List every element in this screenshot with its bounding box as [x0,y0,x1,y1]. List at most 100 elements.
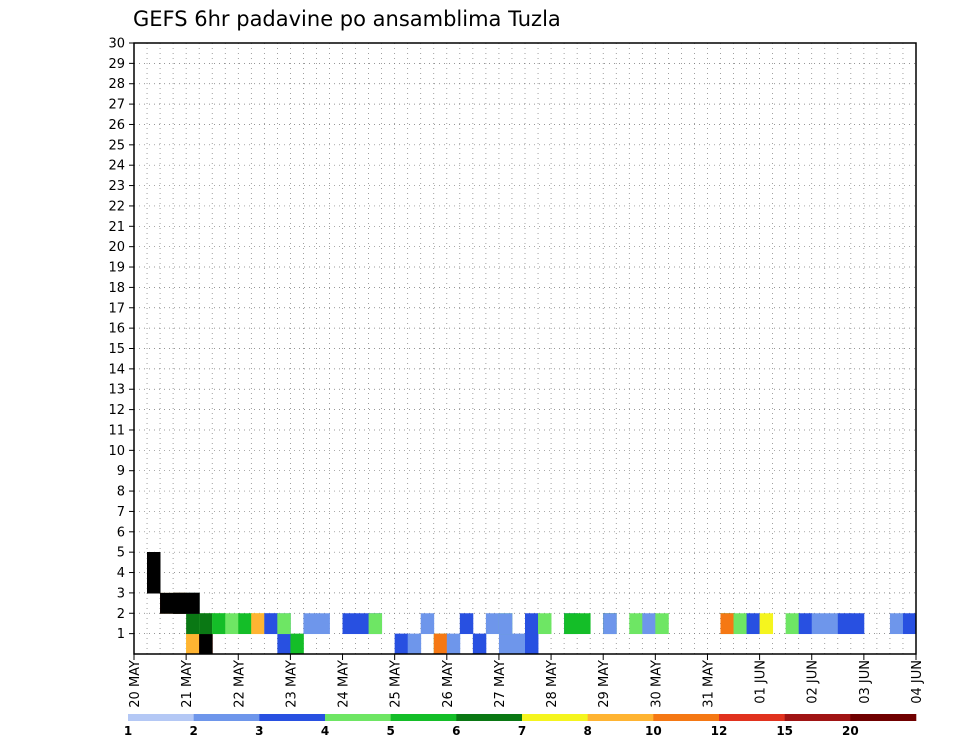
y-tick-label: 3 [117,586,125,601]
heatmap-cell [564,613,578,635]
heatmap-cell [264,613,278,635]
heatmap-cell [824,613,839,635]
heatmap-cell [186,592,200,614]
colorbar-swatch [259,714,326,721]
x-tick-label: 01 JUN [754,660,769,704]
y-tick-label: 15 [108,342,125,357]
colorbar-tick-label: 1 [124,724,132,738]
y-axis-ticks: 1234567891011121314151617181920212223242… [108,37,134,642]
y-tick-label: 4 [117,566,125,581]
heatmap-cell [186,633,200,655]
colorbar-swatch [522,714,588,721]
y-tick-label: 1 [117,627,125,642]
x-tick-label: 21 MAY [180,660,195,708]
heatmap-cell [629,613,643,635]
colorbar-tick-label: 20 [842,724,859,738]
x-tick-label: 31 MAY [701,660,716,708]
colorbar-swatch [325,714,391,721]
colorbar-tick-label: 4 [321,724,329,738]
heatmap-cell [498,633,513,655]
x-tick-label: 22 MAY [232,660,247,708]
heatmap-cell [316,613,330,635]
heatmap-cell [394,633,409,655]
y-tick-label: 23 [108,179,125,194]
y-tick-label: 29 [108,57,125,72]
y-tick-label: 9 [117,464,125,479]
colorbar-swatch [390,714,457,721]
heatmap-cell [225,613,239,635]
heatmap-cell [603,613,617,635]
x-tick-label: 30 MAY [649,660,664,708]
heatmap-cell [472,633,487,655]
y-tick-label: 27 [108,98,125,113]
colorbar-swatch [784,714,851,721]
heatmap-cell [525,613,539,635]
heatmap-cell [746,613,760,635]
heatmap-cell [420,613,435,635]
x-tick-label: 04 JUN [910,660,925,704]
y-tick-label: 18 [108,281,125,296]
heatmap-cell [785,613,800,635]
heatmap-cell [251,613,265,635]
colorbar-swatch [719,714,785,721]
colorbar-tick-label: 6 [452,724,460,738]
colorbar-tick-label: 15 [776,724,793,738]
heatmap-cell [433,633,448,655]
heatmap-cell [147,572,161,594]
x-axis-ticks: 20 MAY 21 MAY 22 MAY 23 MAY 24 MAY 25 MAY 26 M… [128,654,925,708]
y-tick-label: 14 [108,362,125,377]
x-tick-label: 25 MAY [389,660,404,708]
heatmap-cell [720,613,734,635]
heatmap-cell [525,633,539,655]
y-tick-label: 12 [108,403,125,418]
x-tick-label: 26 MAY [441,660,456,708]
x-tick-label: 27 MAY [493,660,508,708]
y-tick-label: 6 [117,525,125,540]
y-tick-label: 28 [108,77,125,92]
y-tick-label: 17 [108,301,125,316]
y-tick-label: 13 [108,383,125,398]
y-tick-label: 7 [117,505,125,520]
x-tick-label: 20 MAY [128,660,143,708]
heatmap-cell [485,613,500,635]
heatmap-cell [577,613,591,635]
x-tick-label: 28 MAY [545,660,560,708]
y-tick-label: 8 [117,485,125,500]
heatmap-cell [355,613,369,635]
heatmap-cell [407,633,422,655]
chart-title: GEFS 6hr padavine po ansamblima Tuzla [133,7,561,31]
x-tick-label: 02 JUN [806,660,821,704]
heatmap-cell [186,613,200,635]
y-tick-label: 5 [117,546,125,561]
heatmap-cell [511,633,526,655]
heatmap-cell [173,592,187,614]
y-tick-label: 19 [108,261,125,276]
heatmap-cell [798,613,813,635]
colorbar-swatch [587,714,654,721]
y-tick-label: 25 [108,138,125,153]
heatmap-cell [902,613,917,635]
y-tick-label: 21 [108,220,125,235]
colorbar-tick-label: 5 [386,724,394,738]
colorbar-swatch [850,714,917,721]
colorbar-tick-label: 2 [189,724,197,738]
heatmap-cell [538,613,552,635]
heatmap-cell [498,613,513,635]
y-tick-label: 24 [108,159,125,174]
colorbar-tick-label: 8 [583,724,591,738]
colorbar: 1 2 3 4 5 6 7 8 10 12 15 20 [124,714,917,738]
heatmap-cell [733,613,747,635]
heatmap-cell [160,592,174,614]
heatmap-cells [147,552,917,655]
heatmap-cell [889,613,904,635]
heatmap-cell [199,613,213,635]
heatmap-cell [811,613,826,635]
heatmap-cell [277,613,291,635]
colorbar-tick-label: 12 [711,724,728,738]
colorbar-swatch [128,714,194,721]
heatmap-cell [147,552,161,573]
heatmap-cell [290,633,304,655]
heatmap-cell [642,613,656,635]
colorbar-tick-label: 7 [518,724,526,738]
